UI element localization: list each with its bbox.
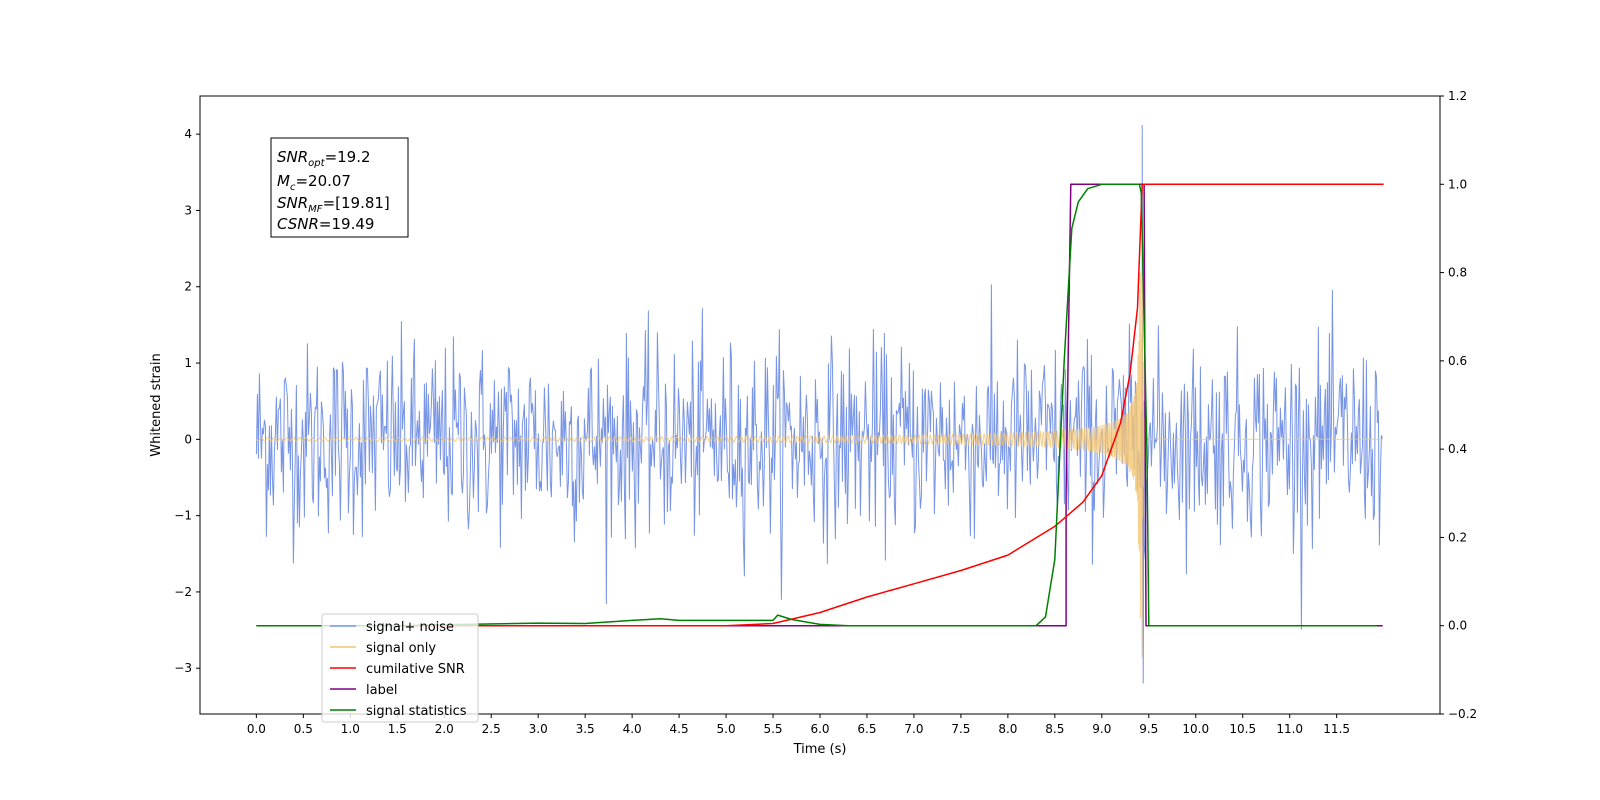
x-tick-label: 0.5 — [294, 722, 313, 736]
y-axis-left: 4 3 2 1 0 −1 −2 −3 — [174, 127, 200, 675]
y2-tick-label: 0.0 — [1448, 619, 1467, 633]
annotation-csnr: CSNR=19.49 — [277, 215, 374, 233]
x-tick-label: 9.5 — [1139, 722, 1158, 736]
y-tick-label: 3 — [184, 203, 192, 217]
series-label-line — [256, 183, 1383, 627]
y-tick-label: 2 — [184, 280, 192, 294]
x-tick-label: 1.5 — [388, 722, 407, 736]
x-tick-label: 11.5 — [1323, 722, 1350, 736]
series-signal-only-line — [255, 272, 1383, 658]
x-tick-label: 1.0 — [341, 722, 360, 736]
annotation-snr-mf: SNRMF=[19.81] — [277, 194, 390, 215]
legend-label: cumilative SNR — [366, 662, 465, 677]
legend-label: signal+ noise — [366, 620, 454, 635]
x-tick-label: 10.5 — [1229, 722, 1256, 736]
legend-label: label — [366, 683, 397, 698]
y2-tick-label: 0.8 — [1448, 266, 1467, 280]
y-tick-label: −2 — [174, 585, 192, 599]
plot-area — [255, 124, 1384, 684]
x-axis: 0.0 0.5 1.0 1.5 2.0 2.5 3.0 3.5 4.0 4.5 5.0 5.5 6.0 6… — [247, 714, 1350, 736]
x-tick-label: 5.5 — [763, 722, 782, 736]
x-tick-label: 4.5 — [670, 722, 689, 736]
x-tick-label: 8.0 — [998, 722, 1017, 736]
legend: signal+ noise signal only cumilative SNR la… — [321, 613, 479, 723]
series-cumulative-snr-line — [256, 183, 1384, 627]
x-tick-label: 6.5 — [857, 722, 876, 736]
y-tick-label: −3 — [174, 661, 192, 675]
x-tick-label: 6.0 — [810, 722, 829, 736]
x-tick-label: 8.5 — [1045, 722, 1064, 736]
x-tick-label: 4.0 — [623, 722, 642, 736]
x-tick-label: 5.0 — [717, 722, 736, 736]
legend-label: signal statistics — [366, 704, 467, 719]
x-tick-label: 3.0 — [529, 722, 548, 736]
annotation-mc: Mc=20.07 — [277, 172, 351, 193]
y-tick-label: 1 — [184, 356, 192, 370]
y2-tick-label: 0.2 — [1448, 530, 1467, 544]
y2-tick-label: −0.2 — [1448, 707, 1477, 721]
y2-tick-label: 1.0 — [1448, 177, 1467, 191]
legend-label: signal only — [366, 641, 436, 656]
y2-tick-label: 0.4 — [1448, 442, 1467, 456]
y-axis-right: 1.2 1.0 0.8 0.6 0.4 0.2 0.0 −0.2 — [1440, 89, 1477, 721]
x-tick-label: 7.0 — [904, 722, 923, 736]
x-axis-label: Time (s) — [793, 742, 847, 757]
x-tick-label: 10.0 — [1182, 722, 1209, 736]
x-tick-label: 3.5 — [576, 722, 595, 736]
y-tick-label: −1 — [174, 509, 192, 523]
series-signal-statistics-line — [256, 183, 1378, 627]
annotation-snr-opt: SNRopt=19.2 — [277, 148, 371, 169]
x-tick-label: 2.0 — [435, 722, 454, 736]
x-tick-label: 7.5 — [951, 722, 970, 736]
y-axis-label: Whitened strain — [149, 353, 164, 456]
x-tick-label: 11.0 — [1276, 722, 1303, 736]
y-tick-label: 4 — [184, 127, 192, 141]
y2-tick-label: 1.2 — [1448, 89, 1467, 103]
y2-tick-label: 0.6 — [1448, 354, 1467, 368]
y-tick-label: 0 — [184, 432, 192, 446]
annotation-box: SNRopt=19.2 Mc=20.07 SNRMF=[19.81] CSNR=… — [270, 137, 409, 238]
x-tick-label: 9.0 — [1092, 722, 1111, 736]
x-tick-label: 2.5 — [482, 722, 501, 736]
x-tick-label: 0.0 — [247, 722, 266, 736]
